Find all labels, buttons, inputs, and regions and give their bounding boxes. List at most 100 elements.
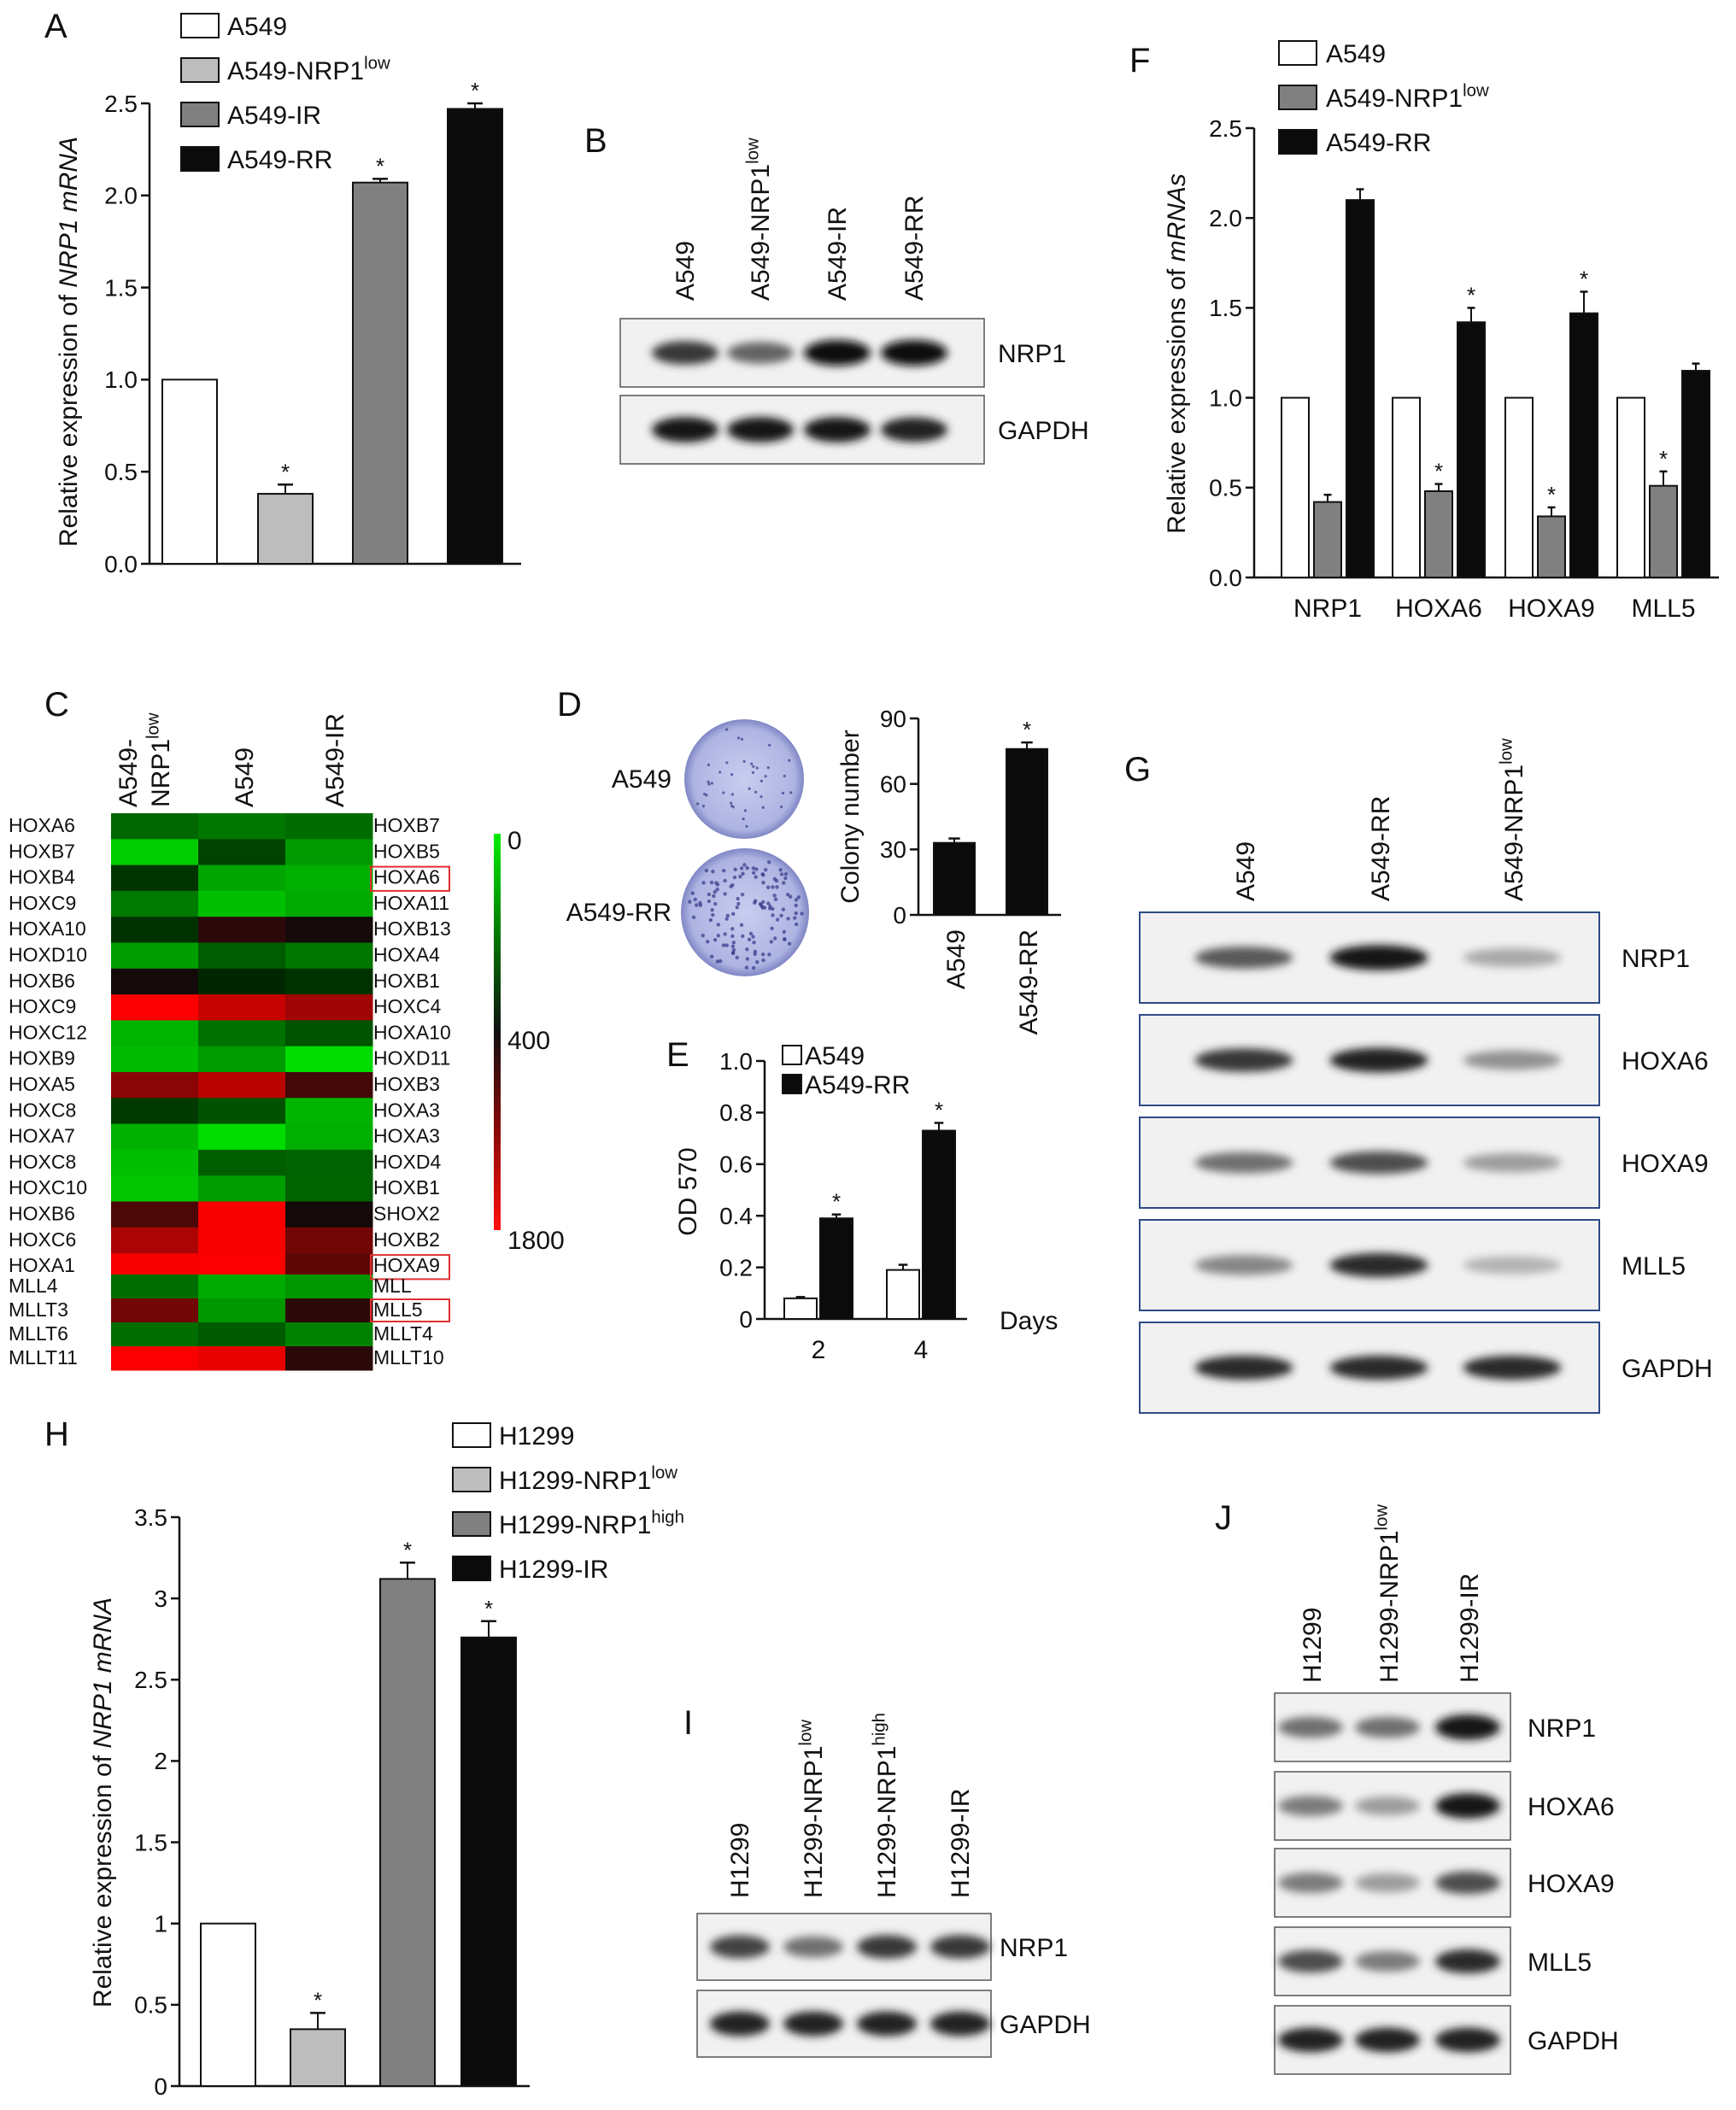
d-colony-dot [691, 915, 696, 919]
d-colony-dot [778, 868, 783, 872]
d-colony-dot [759, 902, 763, 907]
h-bar [460, 1636, 517, 2087]
c-gene-label-right: HOXA10 [373, 1021, 451, 1043]
d-colony-dot [725, 728, 729, 731]
d-colony-dot [754, 790, 758, 794]
d-colony-dot [741, 934, 745, 939]
b-lane-label-base: A549 [672, 241, 700, 301]
d-y-tick-label: 0 [893, 902, 906, 929]
d-colony-dot [730, 773, 734, 777]
c-heat-cell [285, 1175, 373, 1202]
i-lane-label-base: H1299-NRP1 [873, 1746, 901, 1898]
d-colony-dot [751, 870, 756, 876]
d-colony-dot [708, 917, 713, 923]
e-y-tick-label: 1.0 [719, 1048, 753, 1075]
c-heat-cell [285, 994, 373, 1021]
panel-letter-J: J [1215, 1499, 1232, 1537]
c-highlight-box [370, 865, 450, 892]
a-y-tick-label: 0.5 [104, 459, 138, 485]
d-colony-dot [765, 885, 771, 889]
h-legend-label: H1299-NRP1high [499, 1508, 684, 1539]
h-y-tick-label: 3 [154, 1585, 167, 1612]
c-heat-cell [198, 1072, 286, 1099]
d-y-tick-label: 60 [880, 771, 906, 797]
d-colony-dot [721, 943, 726, 947]
a-legend-label: A549-RR [227, 146, 332, 174]
c-gene-label-left: HOXA1 [9, 1254, 75, 1276]
d-colony-dot [769, 940, 774, 944]
e-legend-swatch [782, 1045, 802, 1065]
f-bar [1346, 199, 1375, 578]
f-x-tick-label: NRP1 [1293, 595, 1362, 623]
f-legend-label: A549-NRP1low [1326, 81, 1489, 113]
d-colony-dot [739, 866, 744, 870]
panel-letter-A: A [44, 8, 67, 45]
d-colony-dot [752, 941, 756, 945]
i-lane-label-sup: low [796, 1720, 815, 1746]
g-lane-label: A549-RR [1367, 796, 1395, 901]
d-colony-dot [772, 876, 777, 882]
c-heat-cell [285, 1046, 373, 1073]
d-colony-dot [794, 898, 799, 902]
j-lane-label-sup: low [1372, 1504, 1391, 1531]
h-legend-swatch [452, 1511, 491, 1537]
b-lane-label-base: A549-IR [824, 207, 852, 301]
d-colony-dot [736, 736, 741, 740]
d-colony-dot [732, 875, 737, 880]
a-legend-label: A549 [227, 13, 287, 41]
d-colony-dot [782, 881, 786, 885]
c-scale-label: 400 [507, 1027, 550, 1055]
j-lane-label-base: H1299-IR [1456, 1574, 1484, 1683]
b-band [881, 417, 947, 443]
panel-letter-C: C [44, 686, 69, 724]
d-colony-dot [711, 912, 715, 917]
d-colony-dot [730, 804, 734, 807]
h-legend-label: H1299 [499, 1422, 574, 1451]
f-bar [1569, 312, 1598, 578]
i-band [783, 2011, 843, 2037]
c-gene-label-left: HOXC9 [9, 995, 76, 1017]
j-band [1355, 2027, 1420, 2053]
h-y-axis-label-prefix: Relative expression of [89, 1749, 117, 2008]
j-blot-label: MLL5 [1528, 1949, 1592, 1977]
d-colony-dot [723, 892, 727, 896]
c-gene-label-left: MLLT11 [9, 1346, 78, 1369]
j-band [1278, 2027, 1343, 2053]
c-heat-cell [111, 839, 199, 866]
d-colony-dot [711, 869, 715, 874]
d-plate-label: A549-RR [566, 899, 672, 927]
i-blot-label: NRP1 [1000, 1934, 1068, 1962]
i-lane-label: H1299-IR [947, 1789, 975, 1898]
d-colony-dot [740, 737, 744, 741]
d-colony-dot [707, 763, 710, 766]
i-band [783, 1936, 843, 1958]
b-lane-label: A549 [672, 241, 700, 301]
d-colony-dot [750, 762, 754, 765]
c-gene-label-right: HOXB7 [373, 814, 440, 836]
b-blot-label: GAPDH [998, 417, 1089, 445]
d-colony-dot [713, 938, 718, 942]
f-y-tick-label: 0.5 [1209, 475, 1242, 501]
a-legend-label-sup: low [364, 54, 390, 73]
g-blot-label: MLL5 [1622, 1252, 1686, 1281]
d-colony-dot [800, 911, 804, 916]
c-gene-label-left: HOXB7 [9, 840, 75, 862]
f-bar [1504, 396, 1534, 578]
d-colony-dot [783, 872, 789, 876]
f-bar [1313, 501, 1342, 579]
c-scale-label: 1800 [507, 1227, 565, 1255]
e-x-tick-label: 4 [914, 1336, 929, 1364]
b-band [804, 417, 871, 443]
g-band [1329, 1355, 1428, 1380]
western-blot-b: A549 A549-NRP1low A549-IR A549-RR NRP1 GAPDH [619, 138, 1089, 465]
c-gene-label-right: HOXD11 [373, 1047, 450, 1070]
f-legend-swatch [1278, 40, 1317, 66]
chart-e-od570: 0 0.2 0.4 0.6 0.8 1.0 * * 2 4 Days OD 570 A549A549-R… [674, 1042, 1058, 1364]
e-significance-star: * [832, 1189, 841, 1215]
d-colony-dot [760, 872, 765, 876]
d-colony-dot [780, 805, 783, 809]
d-colony-dot [730, 927, 735, 931]
d-culture-plate [681, 848, 809, 976]
d-colony-dot [761, 900, 765, 904]
